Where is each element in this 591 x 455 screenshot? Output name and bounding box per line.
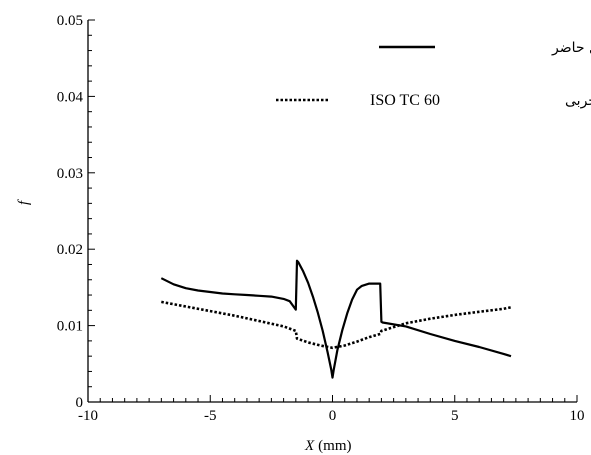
y-ticks: 0 0.01 0.02 0.03 0.04 0.05 — [57, 13, 95, 411]
y-tick-label: 0.02 — [57, 242, 83, 258]
series-iso-empirical-line — [161, 300, 512, 350]
y-tick-label: 0 — [76, 395, 84, 411]
y-tick-label: 0.05 — [57, 13, 83, 29]
x-tick-label: -5 — [204, 408, 217, 424]
series-present-model-line — [160, 259, 512, 379]
x-tick-label: -10 — [78, 408, 98, 424]
x-ticks: -10 -5 0 5 10 — [78, 395, 585, 424]
y-tick-label: 0.03 — [57, 166, 83, 182]
x-axis-label: X (mm) — [304, 438, 352, 454]
y-axis-label: f — [16, 199, 32, 205]
series-layer — [160, 259, 512, 379]
x-axis-unit: (mm) — [318, 438, 351, 454]
legend: مدل حاضر ISO TC 60 رابطه تجربی — [276, 40, 591, 109]
legend-label-empirical: رابطه تجربی — [565, 93, 591, 109]
legend-label-present-model: مدل حاضر — [551, 40, 591, 56]
x-axis-variable: X — [304, 438, 315, 454]
x-tick-label: 5 — [451, 408, 459, 424]
y-tick-label: 0.04 — [57, 89, 84, 105]
x-tick-label: 10 — [570, 408, 585, 424]
axes — [87, 20, 577, 403]
legend-label-iso-latin: ISO TC 60 — [370, 92, 440, 109]
y-tick-label: 0.01 — [57, 319, 83, 335]
x-tick-label: 0 — [329, 408, 337, 424]
